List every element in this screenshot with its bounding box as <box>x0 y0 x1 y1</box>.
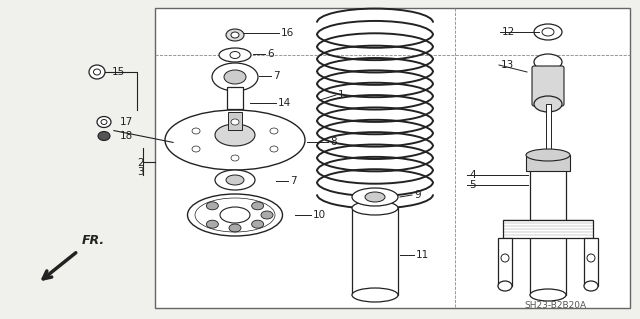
Text: 3: 3 <box>137 167 143 177</box>
Ellipse shape <box>270 128 278 134</box>
Ellipse shape <box>215 124 255 146</box>
Text: 17: 17 <box>120 117 133 127</box>
Ellipse shape <box>98 131 110 140</box>
Text: 2: 2 <box>137 158 143 168</box>
Ellipse shape <box>215 170 255 190</box>
Ellipse shape <box>587 254 595 262</box>
Ellipse shape <box>229 224 241 232</box>
FancyBboxPatch shape <box>532 66 564 106</box>
Ellipse shape <box>226 29 244 41</box>
Text: 11: 11 <box>416 250 429 260</box>
Ellipse shape <box>206 220 218 228</box>
Ellipse shape <box>584 281 598 291</box>
Ellipse shape <box>261 211 273 219</box>
Ellipse shape <box>534 96 562 112</box>
Text: FR.: FR. <box>82 234 105 247</box>
Bar <box>228 112 242 130</box>
Ellipse shape <box>97 116 111 128</box>
Ellipse shape <box>192 146 200 152</box>
Ellipse shape <box>226 175 244 185</box>
Text: 15: 15 <box>112 67 125 77</box>
Text: 4: 4 <box>469 170 476 180</box>
Bar <box>352 208 398 295</box>
Text: 7: 7 <box>273 71 280 81</box>
Text: 8: 8 <box>330 137 337 147</box>
Text: SH23-B2B20A: SH23-B2B20A <box>524 301 586 310</box>
Bar <box>584 238 598 286</box>
Ellipse shape <box>352 288 398 302</box>
Ellipse shape <box>224 70 246 84</box>
Ellipse shape <box>365 192 385 202</box>
Ellipse shape <box>89 65 105 79</box>
Ellipse shape <box>231 32 239 38</box>
Text: 1: 1 <box>338 90 344 100</box>
Text: 12: 12 <box>502 27 515 37</box>
Bar <box>227 87 243 109</box>
Ellipse shape <box>542 28 554 36</box>
Bar <box>526 155 570 171</box>
Ellipse shape <box>231 119 239 125</box>
Ellipse shape <box>252 220 264 228</box>
Ellipse shape <box>219 48 251 62</box>
Ellipse shape <box>498 281 512 291</box>
Ellipse shape <box>352 188 398 206</box>
Ellipse shape <box>230 51 240 58</box>
Bar <box>530 165 566 295</box>
Bar <box>503 220 593 238</box>
Text: 6: 6 <box>267 49 274 59</box>
Ellipse shape <box>534 24 562 40</box>
Ellipse shape <box>530 289 566 301</box>
Ellipse shape <box>534 54 562 70</box>
Ellipse shape <box>220 207 250 223</box>
Ellipse shape <box>501 254 509 262</box>
Ellipse shape <box>231 155 239 161</box>
Ellipse shape <box>101 120 107 124</box>
Ellipse shape <box>270 146 278 152</box>
Bar <box>498 238 512 286</box>
Ellipse shape <box>192 128 200 134</box>
Text: 16: 16 <box>281 28 294 38</box>
Ellipse shape <box>526 149 570 161</box>
Ellipse shape <box>252 202 264 210</box>
Ellipse shape <box>206 202 218 210</box>
Ellipse shape <box>188 194 282 236</box>
Ellipse shape <box>212 63 258 91</box>
Bar <box>545 104 550 158</box>
Text: 5: 5 <box>469 180 476 190</box>
Text: 9: 9 <box>414 190 420 200</box>
Text: 13: 13 <box>501 60 515 70</box>
Bar <box>155 8 630 308</box>
Text: 18: 18 <box>120 131 133 141</box>
Ellipse shape <box>93 69 100 75</box>
Ellipse shape <box>352 201 398 215</box>
Text: 7: 7 <box>290 176 296 186</box>
Text: 10: 10 <box>313 210 326 220</box>
Ellipse shape <box>165 110 305 170</box>
Text: 14: 14 <box>278 98 291 108</box>
